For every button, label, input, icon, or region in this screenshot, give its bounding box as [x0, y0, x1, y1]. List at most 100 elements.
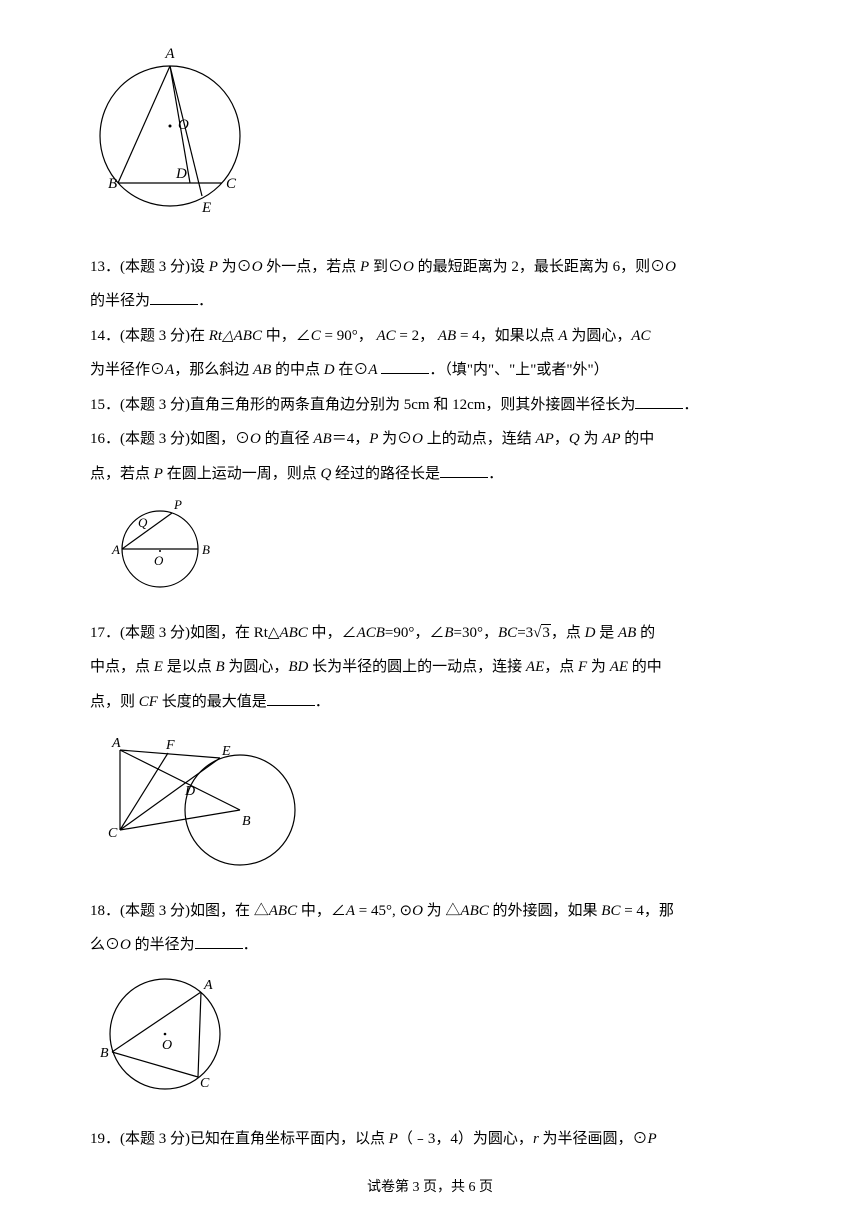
- footer-text: 试卷第 3 页，共 6 页: [367, 1180, 493, 1195]
- q17-l2d: 长为半径的圆上的一动点，连接: [308, 659, 526, 675]
- q17-l3b: 长度的最大值是: [158, 694, 267, 710]
- q16-Q1: Q: [569, 431, 580, 447]
- figure-q12: A O B C D E: [90, 36, 770, 240]
- q14-l2d: 在⊙: [335, 362, 369, 378]
- q17-ACB: ACB: [357, 625, 385, 641]
- label-A: A: [164, 46, 175, 62]
- q15-period: ．: [683, 397, 698, 413]
- q16-AP2: AP: [602, 431, 620, 447]
- q16-l2b: 在圆上运动一周，则点: [163, 466, 321, 482]
- q16-AB: AB: [313, 431, 331, 447]
- q14-eq90: = 90°，: [321, 328, 377, 344]
- blank: [440, 463, 488, 478]
- label-F: F: [165, 738, 175, 753]
- q13-l2: 的半径为: [90, 293, 150, 309]
- question-13: 13．(本题 3 分)设 P 为⊙O 外一点，若点 P 到⊙O 的最短距离为 2…: [90, 250, 770, 285]
- q17-l2b: 是以点: [163, 659, 216, 675]
- figure-q17: A C B D E F: [90, 725, 770, 884]
- q17-F1: F: [578, 659, 587, 675]
- q14-AC2: AC: [631, 328, 650, 344]
- question-19: 19．(本题 3 分)已知在直角坐标平面内，以点 P（﹣3，4）为圆心，r 为半…: [90, 1122, 770, 1157]
- q17-period: ．: [315, 694, 330, 710]
- label-A: A: [111, 542, 120, 557]
- q14-C: C: [311, 328, 321, 344]
- q17-l2f: 为: [587, 659, 610, 675]
- q17-l2e: ，点: [544, 659, 578, 675]
- q16-eq4: ＝4，: [332, 431, 370, 447]
- q17-eq30: =30°，: [454, 625, 498, 641]
- figure-q18: A B C O: [90, 969, 770, 1113]
- q13-O3: O: [665, 259, 676, 275]
- q18-O1: O: [412, 903, 423, 919]
- q17-B2: B: [215, 659, 224, 675]
- label-B: B: [202, 542, 210, 557]
- label-E: E: [201, 200, 211, 216]
- q18-prefix: 18．(本题 3 分)如图，在 △: [90, 903, 269, 919]
- q14-eq2: = 2，: [396, 328, 438, 344]
- q17-BD: BD: [288, 659, 308, 675]
- label-C: C: [226, 176, 237, 192]
- label-Q: Q: [138, 515, 148, 530]
- q13-prefix: 13．(本题 3 分)设: [90, 259, 209, 275]
- label-O: O: [162, 1038, 172, 1053]
- page-footer: 试卷第 3 页，共 6 页: [90, 1172, 770, 1204]
- q17-AE2: AE: [610, 659, 628, 675]
- question-15: 15．(本题 3 分)直角三角形的两条直角边分别为 5cm 和 12cm，则其外…: [90, 388, 770, 423]
- q17-AE: AE: [526, 659, 544, 675]
- figure-q16: A B O P Q: [90, 497, 770, 606]
- q15-text: 15．(本题 3 分)直角三角形的两条直角边分别为 5cm 和 12cm，则其外…: [90, 397, 635, 413]
- blank: [195, 934, 243, 949]
- q17-prefix: 17．(本题 3 分)如图，在 Rt△: [90, 625, 279, 641]
- q13-P1: P: [209, 259, 218, 275]
- q16-P2: P: [154, 466, 163, 482]
- question-17: 17．(本题 3 分)如图，在 Rt△ABC 中，∠ACB=90°，∠B=30°…: [90, 616, 770, 651]
- q14-l2e: ．（填"内"、"上"或者"外"）: [429, 362, 608, 378]
- label-B: B: [100, 1046, 109, 1061]
- q18-A1: A: [346, 903, 355, 919]
- q16-P1: P: [369, 431, 378, 447]
- q13-t4: 的最短距离为 2，最长距离为 6，则⊙: [414, 259, 665, 275]
- q19-t1: 为半径画圆，⊙: [539, 1131, 648, 1147]
- q17-l2a: 中点，点: [90, 659, 154, 675]
- q16-t2: 为⊙: [378, 431, 412, 447]
- q16-l2a: 点，若点: [90, 466, 154, 482]
- q14-prefix: 14．(本题 3 分)在: [90, 328, 209, 344]
- q14-l2c: 的中点: [271, 362, 324, 378]
- blank: [150, 290, 198, 305]
- q14-t2: 为圆心，: [568, 328, 632, 344]
- q16-O2: O: [412, 431, 423, 447]
- q17-B1: B: [444, 625, 453, 641]
- question-14: 14．(本题 3 分)在 Rt△ABC 中，∠C = 90°， AC = 2， …: [90, 319, 770, 354]
- q18-l2b: 的半径为: [131, 937, 195, 953]
- q13-P2: P: [360, 259, 369, 275]
- question-18-line2: 么⊙O 的半径为．: [90, 928, 770, 963]
- label-P: P: [173, 497, 182, 512]
- label-O: O: [154, 553, 164, 568]
- q13-O2: O: [403, 259, 414, 275]
- q17-t2: ，点: [551, 625, 585, 641]
- q16-t4: ，: [554, 431, 569, 447]
- q17-BC: BC: [498, 625, 517, 641]
- q14-l2a: 为半径作⊙: [90, 362, 165, 378]
- label-A: A: [203, 978, 213, 993]
- q18-l2a: 么⊙: [90, 937, 120, 953]
- q17-sqrt3: 3: [541, 624, 551, 641]
- q16-period: ．: [488, 466, 503, 482]
- q17-eq90: =90°，∠: [385, 625, 444, 641]
- question-17-line3: 点，则 CF 长度的最大值是．: [90, 685, 770, 720]
- blank: [267, 691, 315, 706]
- q13-O1: O: [252, 259, 263, 275]
- q17-D1: D: [585, 625, 596, 641]
- q16-t1: 的直径: [261, 431, 314, 447]
- q19-prefix: 19．(本题 3 分)已知在直角坐标平面内，以点: [90, 1131, 389, 1147]
- question-16-line2: 点，若点 P 在圆上运动一周，则点 Q 经过的路径长是．: [90, 457, 770, 492]
- label-C: C: [200, 1076, 210, 1091]
- label-E: E: [221, 744, 231, 759]
- q14-tri: △ABC: [222, 328, 262, 344]
- q16-AP: AP: [536, 431, 554, 447]
- q17-AB: AB: [618, 625, 636, 641]
- q17-l3a: 点，则: [90, 694, 139, 710]
- q18-t3: 的外接圆，如果: [489, 903, 602, 919]
- q14-D: D: [324, 362, 335, 378]
- q18-ABC: ABC: [269, 903, 297, 919]
